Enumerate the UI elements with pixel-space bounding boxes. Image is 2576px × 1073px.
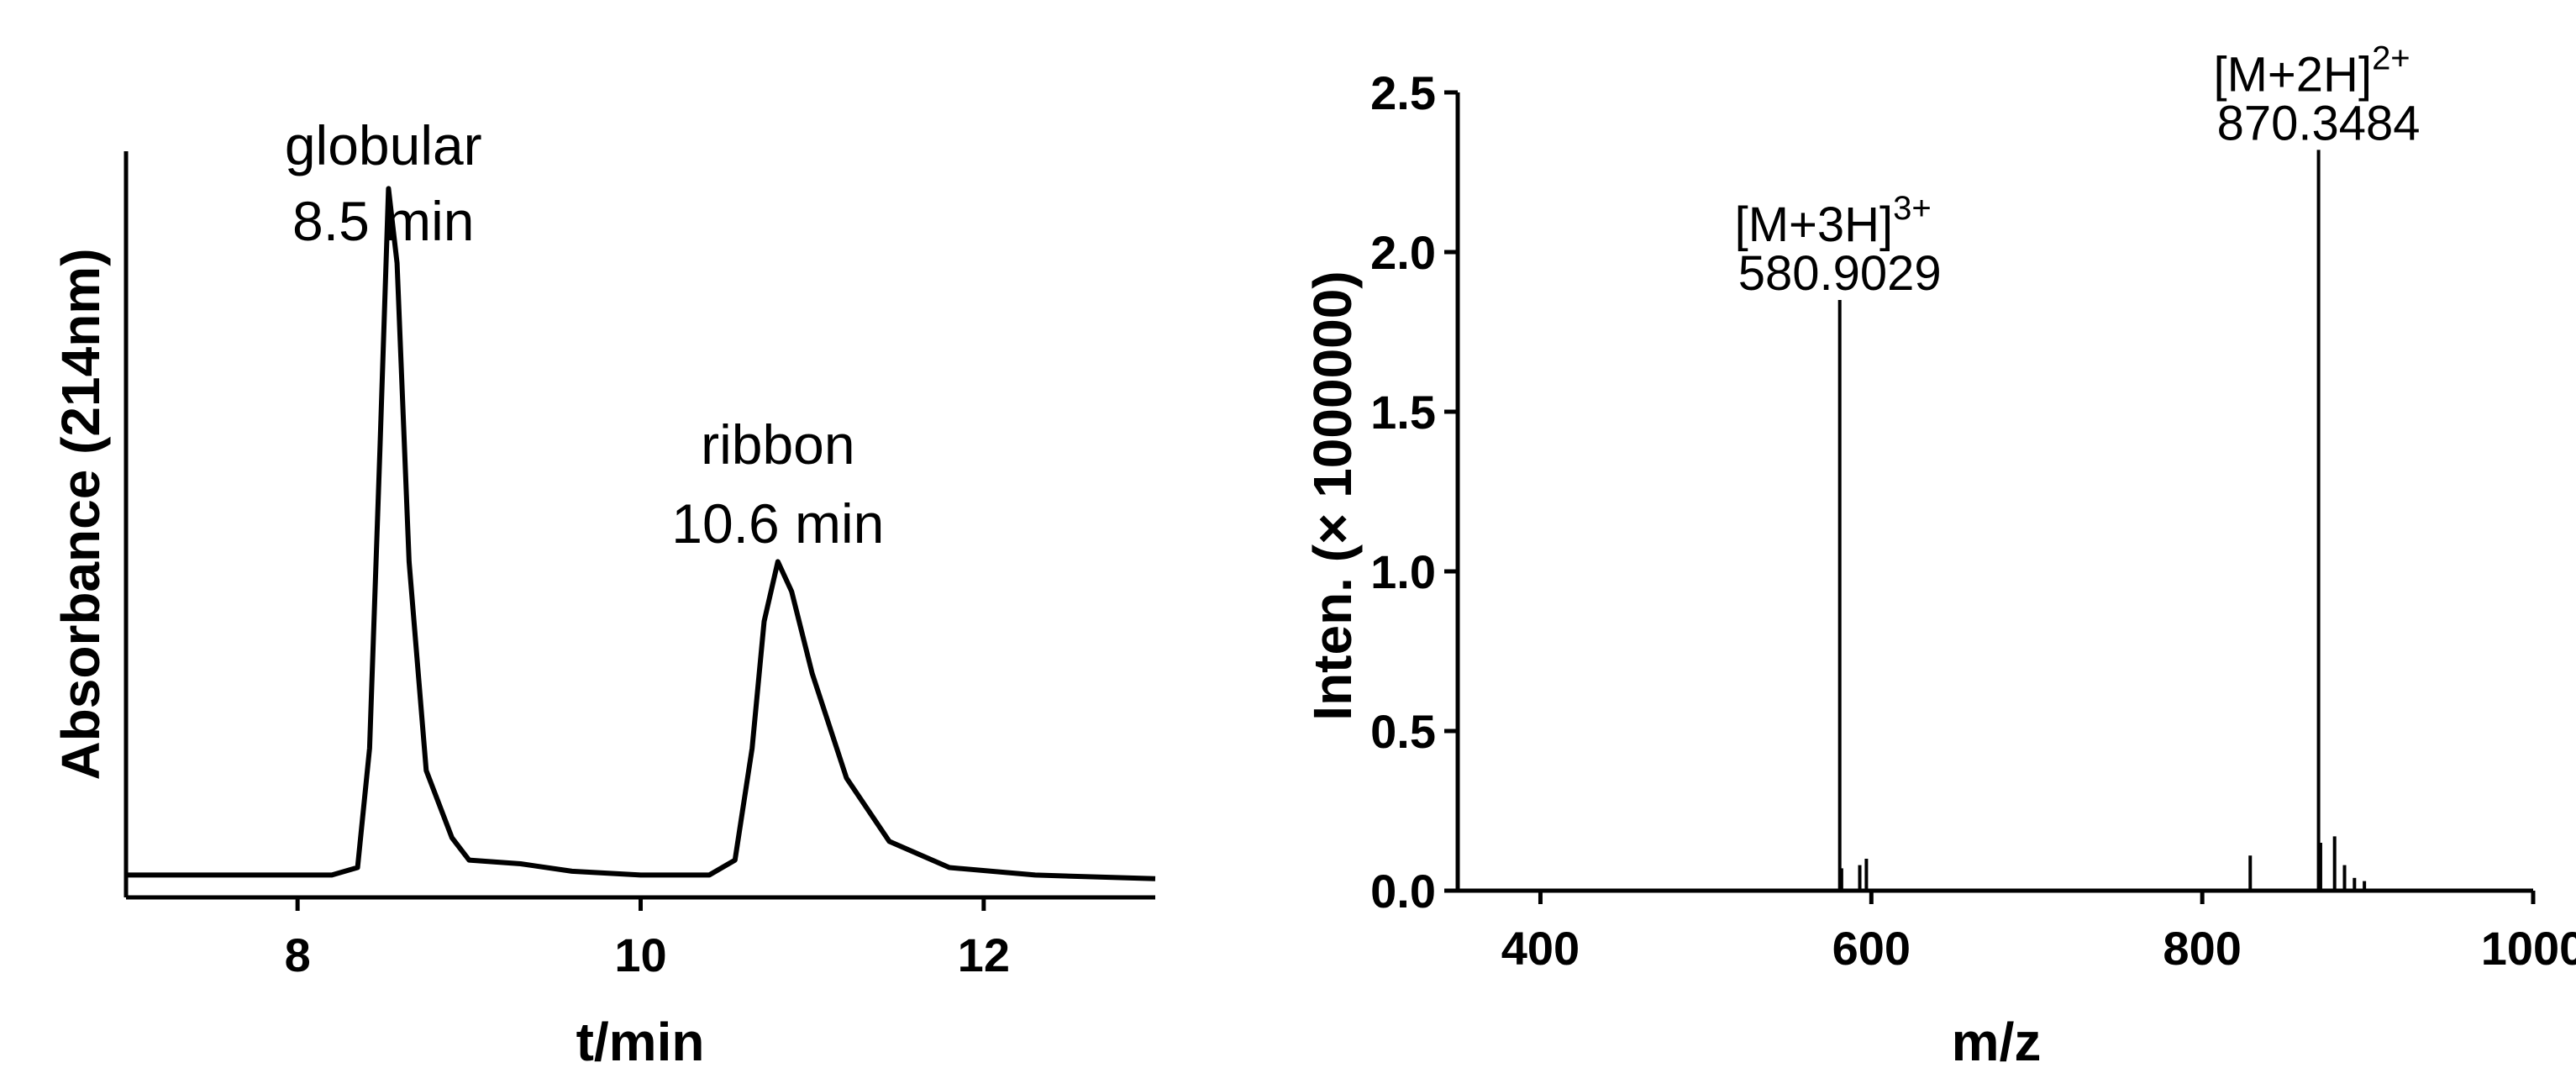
spectrum-y-tick-label: 2.5 — [1370, 66, 1436, 119]
chromatogram-x-tick-label: 12 — [958, 928, 1010, 981]
spectrum-y-tick-label: 1.5 — [1370, 386, 1436, 439]
peak-label-name: globular — [285, 114, 482, 176]
spectrum-y-tick-label: 2.0 — [1370, 226, 1436, 279]
spectrum-peaks — [1837, 150, 2367, 891]
chromatogram-panel: 8 10 12 globular 8.5 min ribbon 10.6 min t/mi… — [50, 114, 1156, 1072]
chromatogram-annotations: globular 8.5 min ribbon 10.6 min — [285, 114, 885, 555]
spectrum-y-tick-label: 0.0 — [1370, 865, 1436, 918]
spectrum-x-tick-label: 1000 — [2481, 922, 2576, 975]
mass-spectrum-panel: 400 600 800 1000 0.0 0.5 1.0 1.5 2.0 2.5 [M+3H]3+… — [1302, 39, 2576, 1072]
spectrum-x-axis-title: m/z — [1952, 1012, 2042, 1072]
chromatogram-y-axis-title: Absorbance (214nm) — [50, 248, 111, 780]
chromatogram-trace — [126, 186, 1156, 881]
chromatogram-x-ticks: 8 10 12 — [285, 897, 1010, 981]
spectrum-ticks: 400 600 800 1000 0.0 0.5 1.0 1.5 2.0 2.5 — [1370, 66, 2576, 975]
spectrum-y-tick-label: 0.5 — [1370, 705, 1436, 758]
chromatogram-x-axis-title: t/min — [576, 1012, 705, 1072]
spectrum-x-tick-label: 800 — [2163, 922, 2241, 975]
spectrum-annotations: [M+3H]3+580.9029 [M+2H]2+870.3484 — [1735, 39, 2421, 301]
spectrum-x-tick-label: 400 — [1501, 922, 1580, 975]
ion-mz-value: 870.3484 — [2217, 96, 2421, 150]
ion-label: [M+3H]3+ — [1735, 190, 1932, 252]
peak-label-name: ribbon — [701, 413, 854, 476]
peak-label-time: 8.5 min — [292, 190, 474, 252]
spectrum-x-tick-label: 600 — [1832, 922, 1911, 975]
spectrum-y-tick-label: 1.0 — [1370, 545, 1436, 598]
ion-label: [M+2H]2+ — [2214, 39, 2410, 102]
spectrum-y-axis-title: Inten. (× 1000000) — [1302, 271, 1363, 720]
chromatogram-x-tick-label: 10 — [614, 928, 666, 981]
ion-mz-value: 580.9029 — [1738, 246, 1942, 301]
chromatogram-x-tick-label: 8 — [285, 928, 311, 981]
peak-label-time: 10.6 min — [671, 492, 884, 555]
